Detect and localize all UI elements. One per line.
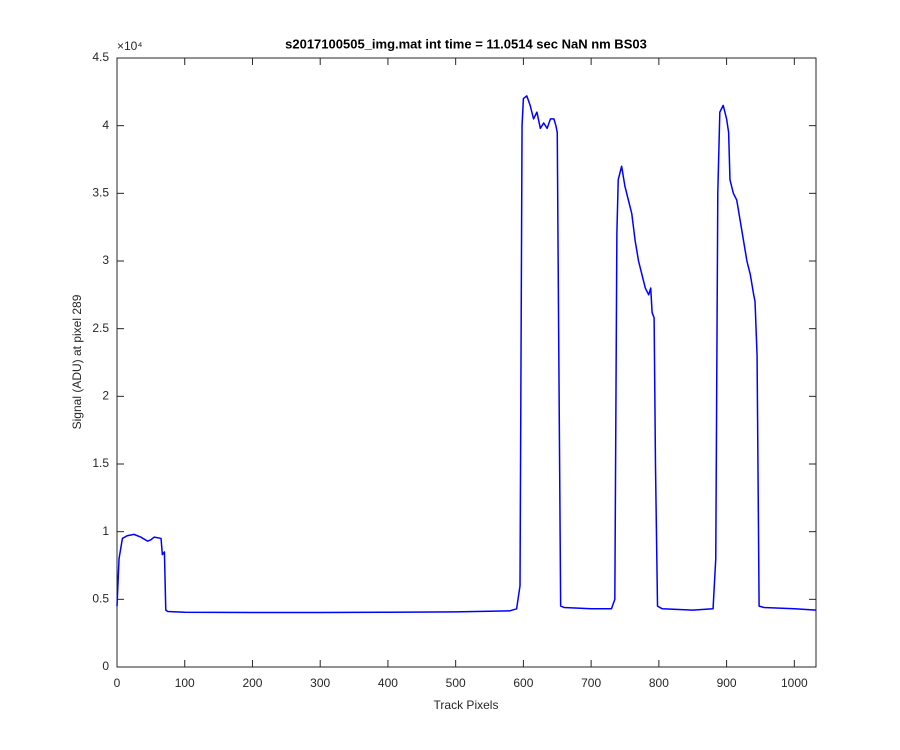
y-tick-label: 4 (102, 118, 109, 132)
x-tick-label: 1000 (781, 676, 808, 690)
y-tick-label: 2 (102, 389, 109, 403)
y-tick-label: 1.5 (92, 456, 109, 470)
x-tick-label: 500 (446, 676, 466, 690)
chart-title: s2017100505_img.mat int time = 11.0514 s… (285, 36, 647, 51)
y-tick-label: 4.5 (92, 50, 109, 64)
data-line (116, 95, 817, 614)
x-tick-label: 0 (114, 676, 121, 690)
x-axis-label: Track Pixels (434, 698, 499, 712)
x-tick-label: 300 (310, 676, 330, 690)
y-axis-label: Signal (ADU) at pixel 289 (70, 294, 84, 429)
y-tick-label: 3.5 (92, 186, 109, 200)
y-tick-label: 1 (102, 524, 109, 538)
y-exponent: ×10⁴ (117, 39, 143, 53)
x-tick-label: 600 (513, 676, 533, 690)
x-tick-label: 900 (717, 676, 737, 690)
x-tick-label: 200 (242, 676, 262, 690)
x-tick-label: 100 (175, 676, 195, 690)
plot-frame (116, 57, 817, 668)
x-tick-label: 400 (378, 676, 398, 690)
y-tick-label: 0.5 (92, 592, 109, 606)
x-tick-label: 800 (649, 676, 669, 690)
y-tick-label: 3 (102, 253, 109, 267)
y-tick-label: 0 (102, 659, 109, 673)
y-tick-label: 2.5 (92, 321, 109, 335)
x-tick-label: 700 (581, 676, 601, 690)
